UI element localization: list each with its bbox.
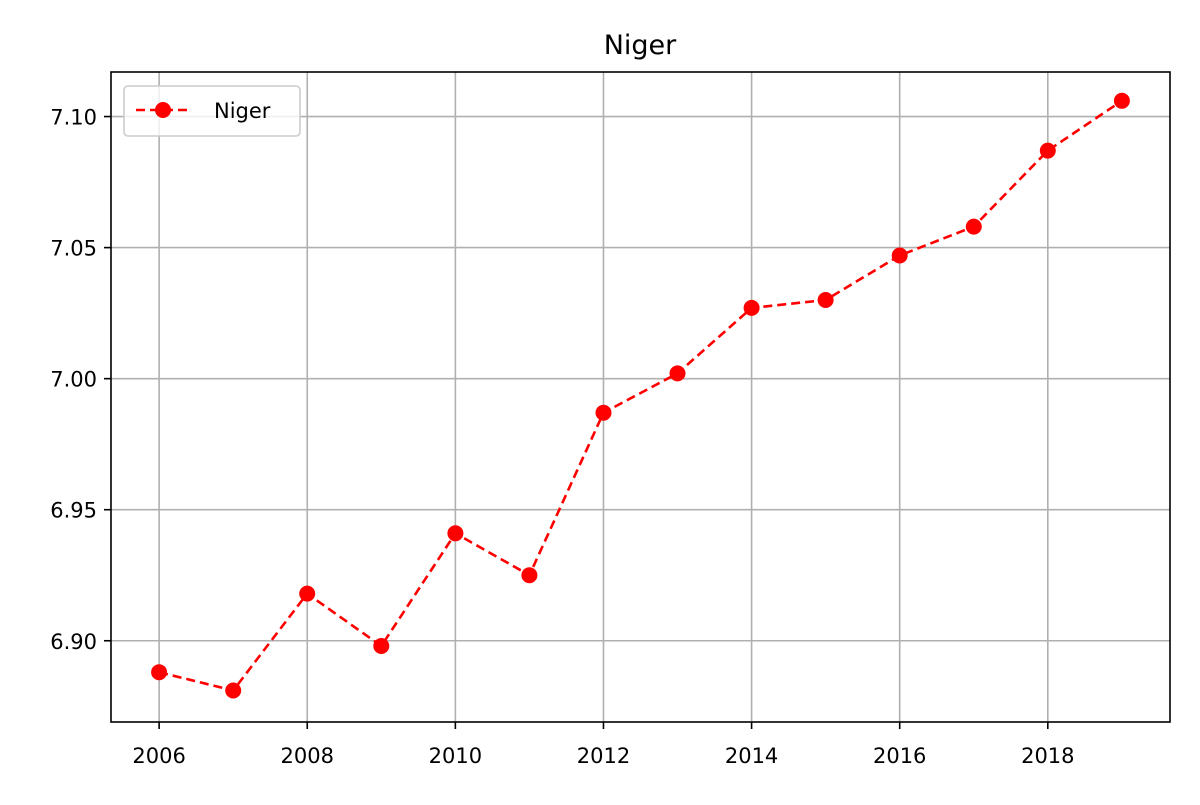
x-tick-label: 2012 xyxy=(577,744,630,768)
y-tick-label: 7.10 xyxy=(50,106,97,130)
y-tick-label: 7.05 xyxy=(50,237,97,261)
data-point xyxy=(965,218,982,235)
data-point xyxy=(595,404,612,421)
data-point xyxy=(1039,142,1056,159)
data-point xyxy=(299,585,316,602)
data-point xyxy=(151,664,168,681)
data-point xyxy=(225,682,242,699)
data-point xyxy=(373,638,390,654)
y-tick-label: 7.00 xyxy=(50,368,97,392)
tick-layer: 2006 2008 2010 2012 2014 2016 2018 6.90 6.95 7.00… xyxy=(50,106,1074,768)
data-point xyxy=(891,247,908,264)
series-line-niger xyxy=(158,99,1123,692)
legend-box xyxy=(123,85,301,137)
x-tick-label: 2016 xyxy=(873,744,926,768)
x-tick-label: 2010 xyxy=(429,744,482,768)
data-point xyxy=(817,292,834,308)
x-tick-label: 2006 xyxy=(132,744,185,768)
y-tick-label: 6.90 xyxy=(50,630,97,654)
data-point xyxy=(1113,92,1130,109)
grid-layer xyxy=(111,72,1170,722)
series-layer xyxy=(151,92,1130,699)
plot-area-frame xyxy=(110,71,1171,723)
legend: Niger xyxy=(123,85,301,137)
legend-marker-sample xyxy=(155,102,171,118)
y-tick-label: 6.95 xyxy=(50,499,97,523)
chart-title: Niger xyxy=(604,30,677,61)
data-point xyxy=(669,365,686,382)
data-point xyxy=(521,567,538,584)
x-tick-label: 2014 xyxy=(725,744,778,768)
x-tick-label: 2008 xyxy=(281,744,334,768)
legend-label-niger: Niger xyxy=(214,99,271,123)
x-tick-label: 2018 xyxy=(1021,744,1074,768)
data-point xyxy=(743,299,760,316)
data-point xyxy=(447,525,464,542)
